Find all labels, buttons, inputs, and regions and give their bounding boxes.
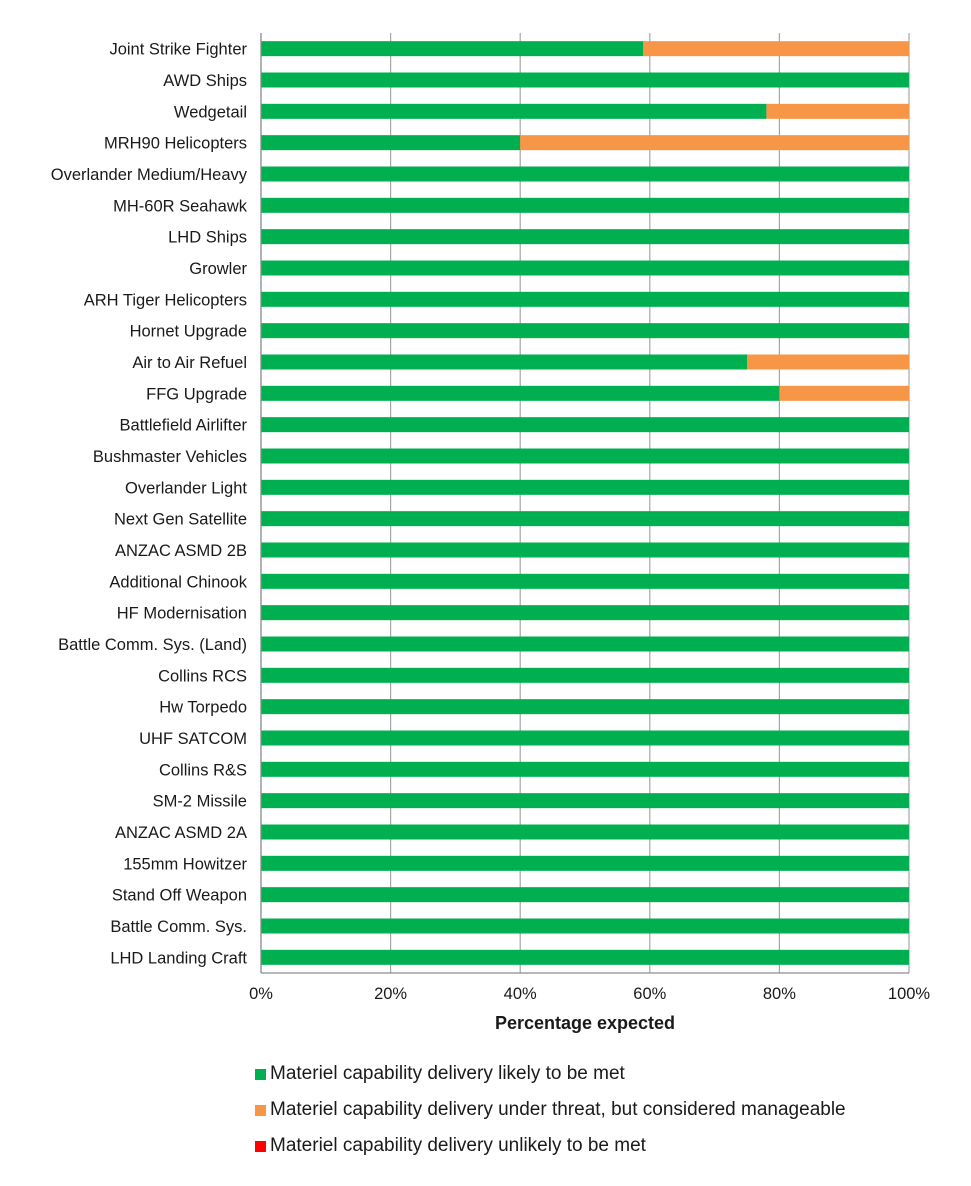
bar-segment bbox=[520, 135, 909, 151]
bar-segment bbox=[261, 730, 909, 746]
bar-segment bbox=[261, 135, 521, 151]
bar-segment bbox=[261, 949, 909, 965]
x-tick-label: 20% bbox=[374, 985, 407, 1003]
category-label: Stand Off Weapon bbox=[112, 887, 247, 905]
bar-segment bbox=[747, 354, 909, 370]
category-label: Additional Chinook bbox=[109, 573, 247, 591]
category-label: Overlander Light bbox=[125, 479, 247, 497]
bar-segment bbox=[261, 260, 909, 276]
bar-segment bbox=[261, 448, 909, 464]
category-labels: Joint Strike Fighter AWD Ships Wedgetail MR… bbox=[51, 41, 248, 968]
category-label: ANZAC ASMD 2A bbox=[115, 824, 247, 842]
category-label: Next Gen Satellite bbox=[114, 511, 247, 529]
category-label: Collins RCS bbox=[158, 667, 247, 685]
category-label: MRH90 Helicopters bbox=[104, 135, 247, 153]
category-label: Overlander Medium/Heavy bbox=[51, 166, 248, 184]
bar-segment bbox=[261, 229, 909, 245]
category-label: ANZAC ASMD 2B bbox=[115, 542, 247, 560]
x-tick-label: 80% bbox=[763, 985, 796, 1003]
bar-segment bbox=[261, 667, 909, 683]
stacked-bar-chart: Joint Strike Fighter AWD Ships Wedgetail MR… bbox=[51, 33, 930, 1033]
bar-segment bbox=[261, 291, 909, 307]
category-label: FFG Upgrade bbox=[146, 385, 247, 403]
bar-segment bbox=[261, 824, 909, 840]
legend-item: Materiel capability delivery unlikely to… bbox=[255, 1128, 846, 1164]
bar-segment bbox=[261, 385, 780, 401]
x-axis-title: Percentage expected bbox=[495, 1013, 675, 1033]
x-tick-label: 100% bbox=[888, 985, 931, 1003]
category-label: Joint Strike Fighter bbox=[109, 41, 247, 59]
bars bbox=[261, 41, 909, 965]
category-label: LHD Landing Craft bbox=[110, 949, 247, 967]
x-tick-label: 0% bbox=[249, 985, 273, 1003]
category-label: Growler bbox=[189, 260, 247, 278]
x-tick-label: 40% bbox=[504, 985, 537, 1003]
bar-segment bbox=[261, 573, 909, 589]
bar-segment bbox=[261, 166, 909, 182]
bar-segment bbox=[261, 354, 747, 370]
category-label: Wedgetail bbox=[174, 103, 247, 121]
bar-segment bbox=[261, 918, 909, 934]
bar-segment bbox=[261, 605, 909, 621]
category-label: 155mm Howitzer bbox=[123, 855, 247, 873]
bar-segment bbox=[261, 761, 909, 777]
bar-segment bbox=[766, 103, 909, 119]
bar-segment bbox=[261, 103, 767, 119]
bar-segment bbox=[261, 636, 909, 652]
legend-item: Materiel capability delivery likely to b… bbox=[255, 1056, 846, 1092]
category-label: LHD Ships bbox=[168, 229, 247, 247]
category-label: UHF SATCOM bbox=[139, 730, 247, 748]
category-label: MH-60R Seahawk bbox=[113, 197, 248, 215]
bar-segment bbox=[261, 542, 909, 558]
bar-segment bbox=[261, 855, 909, 871]
category-label: Hornet Upgrade bbox=[130, 323, 247, 341]
category-label: Bushmaster Vehicles bbox=[93, 448, 247, 466]
category-label: Battle Comm. Sys. bbox=[110, 918, 247, 936]
bar-segment bbox=[261, 793, 909, 809]
bar-segment bbox=[261, 699, 909, 715]
bar-segment bbox=[261, 887, 909, 903]
category-label: AWD Ships bbox=[163, 72, 247, 90]
bar-segment bbox=[261, 417, 909, 433]
category-label: HF Modernisation bbox=[117, 605, 247, 623]
category-label: Battlefield Airlifter bbox=[120, 417, 248, 435]
x-tick-label: 60% bbox=[633, 985, 666, 1003]
bar-segment bbox=[261, 511, 909, 527]
x-tick-labels: 0% 20% 40% 60% 80% 100% bbox=[249, 985, 930, 1003]
legend-swatch bbox=[255, 1140, 266, 1152]
legend-label: Materiel capability delivery under threa… bbox=[270, 1099, 846, 1120]
legend-item: Materiel capability delivery under threa… bbox=[255, 1092, 846, 1128]
bar-segment bbox=[261, 323, 909, 339]
bar-segment bbox=[779, 385, 909, 401]
bar-segment bbox=[261, 41, 644, 57]
bar-segment bbox=[261, 479, 909, 495]
legend-swatch bbox=[255, 1104, 266, 1116]
legend-label: Materiel capability delivery unlikely to… bbox=[270, 1135, 646, 1156]
legend-swatch bbox=[255, 1068, 266, 1080]
bar-segment bbox=[643, 41, 909, 57]
legend: Materiel capability delivery likely to b… bbox=[255, 1056, 846, 1164]
category-label: Battle Comm. Sys. (Land) bbox=[58, 636, 247, 654]
category-label: Air to Air Refuel bbox=[132, 354, 247, 372]
category-label: Collins R&S bbox=[159, 761, 247, 779]
category-label: SM-2 Missile bbox=[153, 793, 247, 811]
category-label: ARH Tiger Helicopters bbox=[84, 291, 247, 309]
bar-segment bbox=[261, 197, 909, 213]
legend-label: Materiel capability delivery likely to b… bbox=[270, 1063, 625, 1084]
axes bbox=[260, 33, 909, 974]
category-label: Hw Torpedo bbox=[159, 699, 247, 717]
bar-segment bbox=[261, 72, 909, 88]
